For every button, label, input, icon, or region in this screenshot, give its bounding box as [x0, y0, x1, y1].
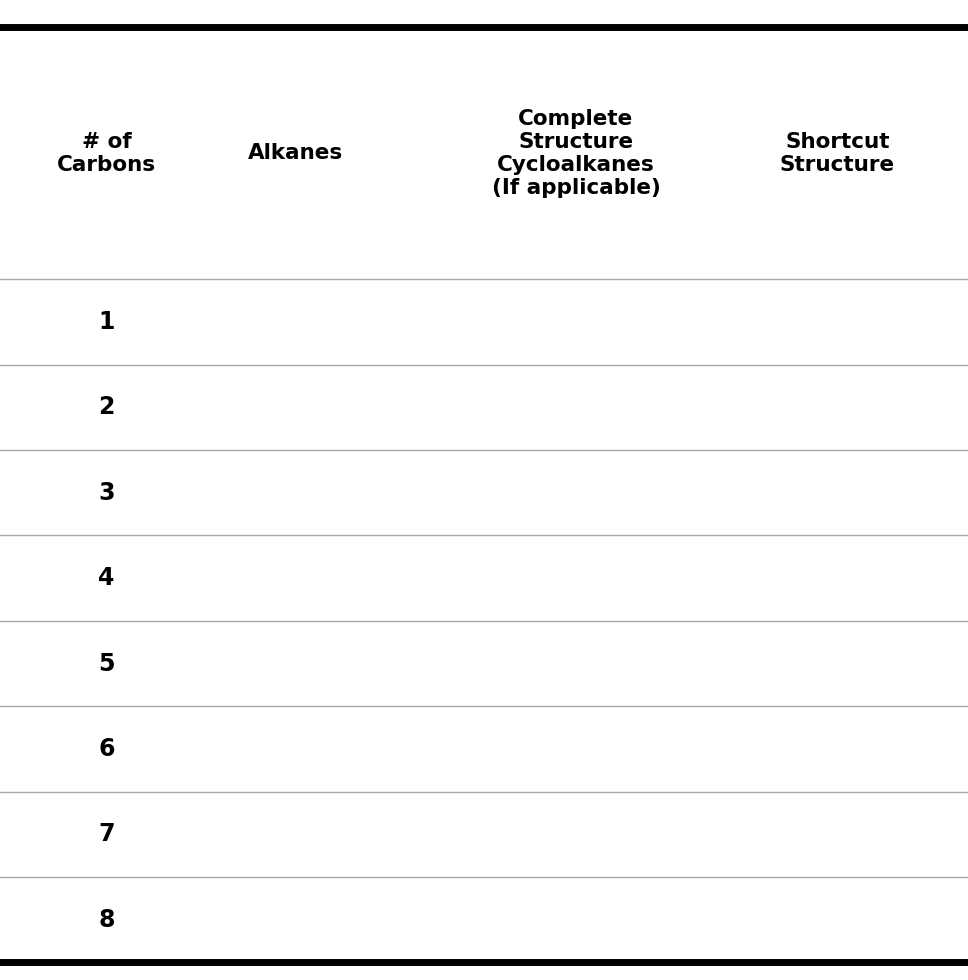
- Text: 7: 7: [98, 822, 115, 847]
- Text: 6: 6: [98, 737, 115, 760]
- Text: 2: 2: [99, 395, 114, 419]
- Text: Shortcut
Structure: Shortcut Structure: [780, 131, 894, 175]
- Text: Alkanes: Alkanes: [248, 143, 343, 164]
- Text: # of
Carbons: # of Carbons: [57, 131, 156, 175]
- Text: 8: 8: [98, 907, 115, 932]
- Text: Complete
Structure
Cycloalkanes
(If applicable): Complete Structure Cycloalkanes (If appl…: [492, 109, 660, 198]
- Text: 5: 5: [98, 652, 115, 675]
- Text: 3: 3: [98, 481, 115, 505]
- Text: 4: 4: [99, 566, 114, 590]
- Text: 1: 1: [99, 310, 114, 334]
